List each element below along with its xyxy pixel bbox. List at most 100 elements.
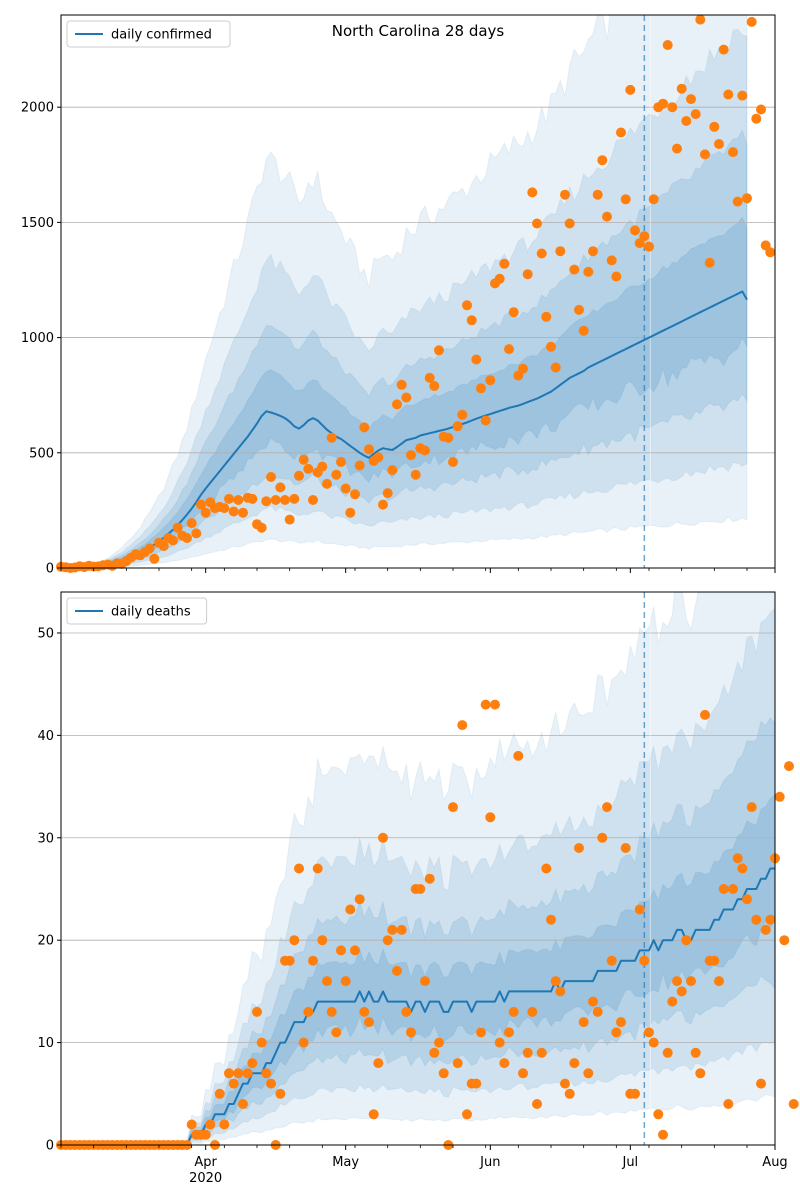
observed-point — [690, 1047, 701, 1058]
observed-point — [630, 225, 640, 236]
observed-point — [401, 392, 412, 403]
observed-point — [275, 1088, 286, 1099]
observed-point — [294, 863, 304, 874]
observed-point — [350, 945, 360, 956]
observed-point — [438, 1068, 449, 1079]
x-tick-sublabel: 2020 — [189, 1171, 222, 1186]
observed-point — [728, 884, 738, 894]
observed-point — [364, 444, 374, 455]
observed-point — [550, 362, 561, 373]
y-tick-label: 0 — [46, 562, 54, 577]
observed-point — [289, 493, 300, 504]
observed-point — [723, 89, 734, 100]
observed-point — [308, 955, 318, 966]
observed-point — [723, 1099, 734, 1109]
observed-point — [541, 863, 552, 874]
observed-point — [387, 465, 398, 476]
observed-point — [546, 914, 556, 925]
observed-point — [485, 812, 496, 823]
observed-point — [490, 699, 500, 710]
observed-point — [326, 1006, 337, 1017]
observed-point — [424, 372, 435, 383]
observed-point — [616, 1017, 626, 1028]
observed-point — [518, 1068, 528, 1079]
observed-point — [583, 1068, 594, 1079]
y-tick-label: 40 — [37, 729, 54, 744]
observed-point — [364, 1017, 374, 1028]
observed-point — [746, 802, 757, 813]
observed-point — [592, 189, 603, 200]
y-tick-label: 10 — [37, 1036, 54, 1051]
observed-point — [625, 84, 636, 95]
y-tick-label: 1000 — [21, 331, 54, 346]
observed-point — [494, 273, 505, 284]
observed-point — [443, 432, 454, 443]
observed-point — [382, 488, 393, 499]
observed-point — [429, 1047, 440, 1058]
observed-point — [149, 553, 160, 564]
observed-point — [196, 499, 206, 510]
observed-point — [541, 311, 552, 322]
observed-point — [756, 1078, 766, 1089]
observed-point — [303, 1006, 314, 1017]
observed-point — [228, 1078, 239, 1089]
observed-point — [303, 463, 314, 474]
observed-point — [345, 507, 356, 518]
observed-point — [578, 1017, 589, 1028]
y-tick-label: 0 — [46, 1139, 54, 1154]
y-tick-label: 2000 — [21, 101, 54, 116]
observed-point — [504, 1027, 514, 1038]
observed-point — [242, 1068, 253, 1079]
y-tick-label: 20 — [37, 934, 54, 949]
observed-point — [578, 325, 589, 336]
observed-point — [592, 1006, 603, 1017]
uncertainty-band-2 — [61, 28, 748, 568]
observed-point — [588, 246, 598, 257]
observed-point — [186, 518, 197, 529]
observed-point — [639, 955, 650, 966]
observed-point — [322, 478, 332, 489]
observed-point — [322, 976, 332, 987]
observed-point — [639, 231, 650, 242]
observed-point — [648, 1037, 659, 1048]
observed-point — [448, 457, 458, 467]
observed-point — [298, 1037, 309, 1048]
observed-point — [233, 495, 244, 505]
observed-point — [331, 469, 342, 480]
observed-point — [172, 522, 183, 533]
observed-point — [233, 1068, 244, 1079]
observed-point — [354, 894, 365, 905]
observed-point — [788, 1099, 799, 1109]
observed-point — [354, 460, 365, 471]
observed-point — [420, 976, 430, 987]
observed-point — [331, 1027, 342, 1038]
observed-point — [686, 94, 696, 105]
observed-point — [555, 246, 566, 257]
observed-point — [765, 247, 776, 258]
observed-point — [289, 935, 300, 946]
observed-point — [737, 90, 748, 101]
observed-point — [714, 139, 724, 149]
observed-point — [275, 482, 286, 493]
observed-point — [676, 986, 687, 997]
confirmed-panel: 0 500 1000 1500 2000 North Carolina 28 days da… — [21, 14, 776, 577]
uncertainty-band-3 — [61, 716, 775, 1145]
observed-point — [144, 543, 155, 554]
observed-point — [448, 802, 458, 813]
observed-point — [774, 791, 785, 802]
observed-point — [401, 1006, 412, 1017]
observed-point — [574, 304, 584, 315]
observed-point — [550, 976, 561, 987]
axes-frame — [60, 591, 776, 1146]
observed-point — [182, 533, 192, 543]
observed-points — [56, 14, 776, 573]
observed-point — [387, 924, 398, 935]
observed-point — [718, 44, 729, 55]
observed-point — [378, 832, 388, 843]
chart-title: North Carolina 28 days — [332, 22, 505, 40]
observed-point — [602, 211, 612, 222]
observed-point — [611, 1027, 622, 1038]
observed-point — [238, 507, 248, 518]
observed-point — [709, 955, 720, 966]
